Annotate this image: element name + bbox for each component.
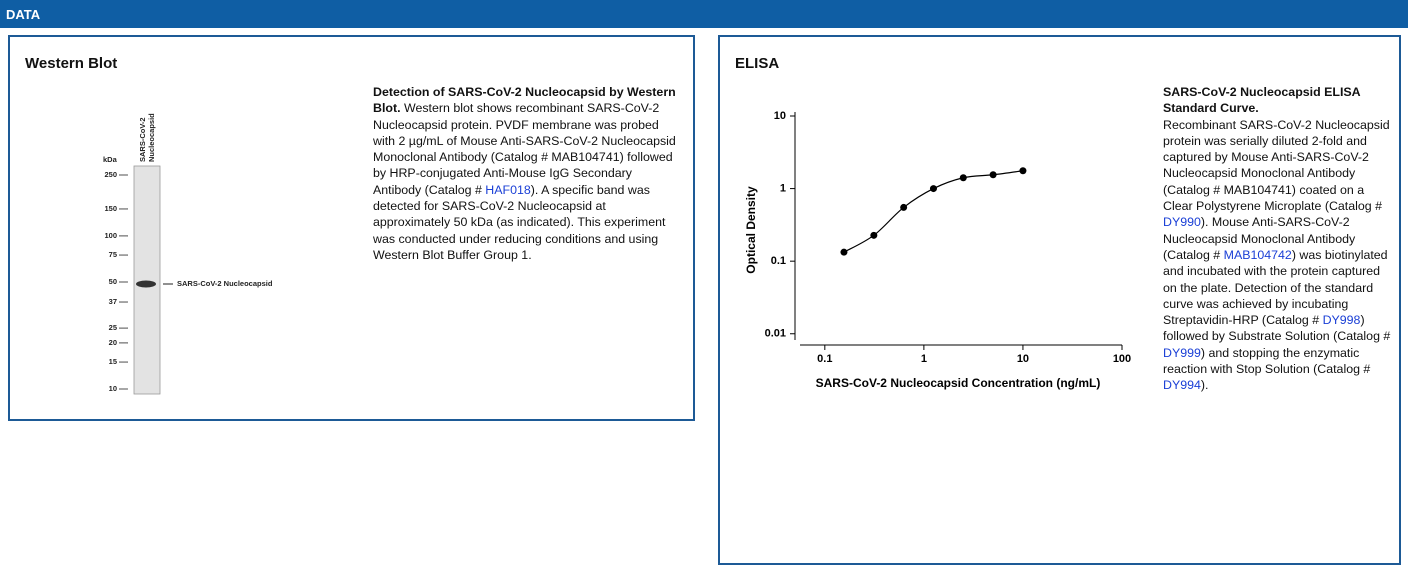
page: DATA Western Blot Detection of SARS-CoV-… [0,0,1408,555]
data-point [990,171,997,178]
x-axis-title: SARS-CoV-2 Nucleocapsid Concentration (n… [816,376,1101,390]
y-tick-label: 0.1 [771,255,786,267]
x-tick-label: 0.1 [817,353,832,365]
marker-label: 20 [109,338,117,347]
marker-label: 37 [109,297,117,306]
y-tick-label: 0.01 [765,328,786,340]
data-point [840,249,847,256]
x-tick-label: 10 [1017,353,1029,365]
marker-label: 250 [104,170,117,179]
fit-curve [844,171,1023,252]
data-point [1019,167,1026,174]
data-point [900,204,907,211]
blot-lane [134,166,160,394]
y-tick-label: 10 [774,110,786,122]
band-label: SARS-CoV-2 Nucleocapsid [177,279,273,288]
y-tick-label: 1 [780,182,786,194]
marker-unit: kDa [103,155,118,164]
y-axis-title: Optical Density [744,186,758,274]
x-tick-label: 1 [921,353,927,365]
lane-label: Nucleocapsid [147,113,156,162]
marker-label: 100 [104,231,117,240]
marker-label: 75 [109,250,117,259]
marker-label: 25 [109,323,117,332]
x-tick-label: 100 [1113,353,1131,365]
data-point [930,185,937,192]
data-point [960,174,967,181]
marker-label: 150 [104,204,117,213]
blot-band [136,281,156,288]
marker-label: 10 [109,384,117,393]
marker-label: 15 [109,357,117,366]
marker-label: 50 [109,277,117,286]
lane-label: SARS-CoV-2 [138,117,147,162]
figures: SARS-CoV-2 Nucleocapsid SARS-CoV-2 Nucle… [0,0,1408,555]
data-point [870,232,877,239]
